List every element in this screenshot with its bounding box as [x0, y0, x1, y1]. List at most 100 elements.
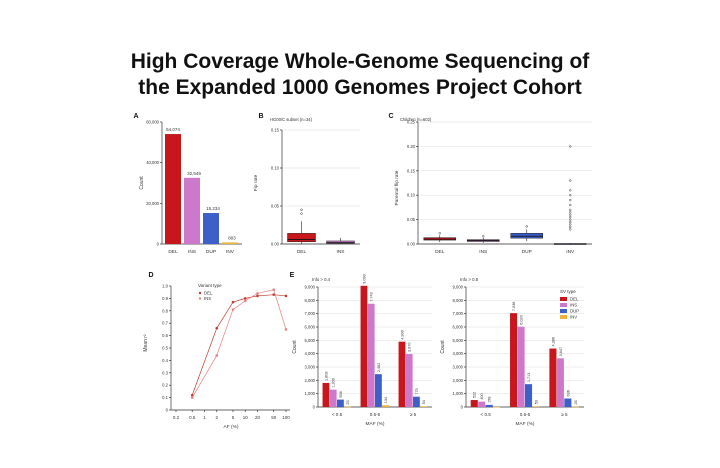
panel-e-left-value-label: 25 — [346, 400, 350, 404]
panel-e-right-y-tick-label: 6,000 — [453, 325, 464, 330]
panel-d-point — [284, 294, 288, 298]
panel-e-legend-label: DUP — [570, 309, 579, 314]
panel-d-point — [243, 299, 247, 303]
panel-e-left-x-tick-label: ≥ 5 — [410, 412, 417, 417]
panel-e-right-y-label: Count — [440, 340, 446, 354]
panel-c-outlier — [569, 228, 572, 231]
panel-d-x-label: AF (%) — [224, 424, 239, 430]
panel-e-left-y-tick-label: 8,000 — [305, 298, 316, 303]
panel-d-point — [215, 326, 219, 330]
panel-c-subtitle: Children (n=602) — [400, 117, 432, 122]
panel-e-right-x-tick-label: ≥ 5 — [561, 412, 568, 417]
panel-e-left-y-tick-label: 2,000 — [305, 378, 316, 383]
panel-e-right-value-label: 3,647 — [559, 347, 563, 357]
panel-d-x-tick-label: 1 — [203, 415, 206, 420]
panel-b-subtitle: HG00/C subset (n=34) — [270, 117, 313, 122]
panel-e-left-value-label: 775 — [415, 388, 419, 394]
panel-c-outlier — [569, 223, 572, 226]
panel-d-point — [256, 294, 259, 298]
panel-e-left-y-tick-label: 4,000 — [305, 351, 316, 356]
panel-e-right-bar-ins — [478, 401, 486, 407]
panel-label-e: E — [290, 272, 295, 279]
panel-d-y-tick-label: 0 — [166, 408, 169, 413]
panel-c-x-tick-label: DEL — [435, 249, 445, 255]
panel-c-outlier — [569, 211, 572, 214]
panel-d-y-tick-label: 0.6 — [162, 333, 168, 338]
panel-e-right-y-tick-label: 4,000 — [453, 351, 464, 356]
panel-e-right-value-label: 1,713 — [527, 373, 531, 383]
panel-e-right-bar-del — [510, 313, 518, 407]
panel-label-a: A — [133, 113, 138, 120]
panel-a-bar — [203, 213, 219, 244]
panel-c-outlier — [569, 225, 572, 229]
panel-d-x-tick-label: 2 — [215, 415, 218, 420]
panel-b-y-label: Fip rate — [253, 175, 259, 192]
panel-c-y-tick-label: 0.15 — [407, 168, 416, 173]
panel-e-left-y-tick-label: 3,000 — [305, 365, 316, 370]
panel-d-x-tick-label: 50 — [271, 415, 277, 420]
panel-e-left-value-label: 2,462 — [377, 363, 381, 373]
panel-c-outlier — [438, 232, 441, 235]
panel-e-left-value-label: 9,090 — [362, 274, 366, 284]
panel-d-x-tick-label: 0.5 — [189, 415, 196, 420]
panel-a-x-tick-label: INS — [188, 249, 196, 255]
panel-e-legend-label: INS — [570, 303, 577, 308]
panel-d-point — [243, 297, 247, 300]
panel-e-right-bar-dup — [564, 398, 572, 407]
panel-d-point — [231, 300, 235, 304]
panel-e-legend-swatch-ins — [560, 303, 567, 307]
panel-e2-subtitle: Info > 0.8 — [460, 277, 479, 282]
panel-c-y-tick-label: 0.05 — [407, 217, 416, 222]
panel-e-left-y-tick-label: 5,000 — [305, 338, 316, 343]
panel-e-legend-title: SV type — [560, 289, 576, 294]
panel-e-left-value-label: 7,743 — [370, 292, 374, 302]
panel-c-outlier — [569, 194, 572, 197]
panel-e-right-bar-ins — [556, 358, 564, 407]
panel-e-left-bar-ins — [329, 389, 337, 407]
panel-e-left-value-label: 556 — [339, 391, 343, 397]
panel-b-box — [287, 233, 316, 242]
panel-e-right-y-tick-label: 2,000 — [453, 378, 464, 383]
panel-b-y-tick-label: 0.15 — [271, 128, 280, 133]
panel-b-y-tick-label: 0.00 — [271, 242, 280, 247]
panel-c-outlier — [569, 216, 572, 219]
panel-d-point — [215, 354, 219, 357]
panel-e-left-y-tick-label: 7,000 — [305, 311, 316, 316]
panel-e-left-y-tick-label: 0 — [313, 405, 316, 410]
panel-e-left-y-tick-label: 6,000 — [305, 325, 316, 330]
panel-a-x-tick-label: DEL — [168, 249, 178, 255]
panel-e-right-y-tick-label: 1,000 — [453, 391, 464, 396]
panel-c-y-label: Parental flip rate — [394, 170, 400, 205]
panel-e-left-value-label: 54 — [422, 400, 426, 404]
panel-a-value-label: 32,549 — [187, 171, 201, 176]
panel-label-b: B — [258, 113, 263, 120]
panel-e-left-y-label: Count — [292, 340, 298, 354]
panel-e-right-value-label: 4,386 — [551, 337, 555, 347]
panel-d-x-tick-label: 0.2 — [173, 415, 180, 420]
panel-e-legend-swatch-dup — [560, 309, 567, 313]
panel-d-x-tick-label: 20 — [255, 415, 261, 420]
panel-e-left-bar-inv — [344, 406, 352, 408]
panel-e-left-bar-del — [322, 382, 330, 407]
panel-e-right-value-label: 158 — [488, 397, 492, 403]
panel-d-y-tick-label: 0.8 — [162, 308, 168, 313]
panel-e-right-y-tick-label: 8,000 — [453, 298, 464, 303]
panel-e-right-bar-ins — [517, 326, 525, 407]
panel-e-left-x-label: MAF (%) — [366, 421, 385, 427]
panel-c-outlier — [569, 145, 572, 148]
panel-b-y-tick-label: 0.05 — [271, 204, 280, 209]
panel-d-point — [190, 393, 194, 397]
panel-c-outlier — [569, 198, 572, 202]
panel-label-d: D — [148, 272, 153, 279]
panel-c-x-tick-label: INV — [566, 249, 575, 255]
panel-c-outlier — [569, 189, 572, 192]
panel-d-point — [190, 396, 194, 399]
panel-a-value-label: 54,074 — [166, 127, 180, 132]
panel-a-y-label: Count — [139, 176, 145, 190]
panel-e-right-value-label: 636 — [566, 390, 570, 396]
panel-e-right-x-tick-label: 0.5-5 — [520, 412, 531, 417]
panel-e-right-x-label: MAF (%) — [516, 421, 535, 427]
panel-d-line-ins — [191, 289, 287, 398]
panel-c-y-tick-label: 0.10 — [407, 193, 416, 198]
